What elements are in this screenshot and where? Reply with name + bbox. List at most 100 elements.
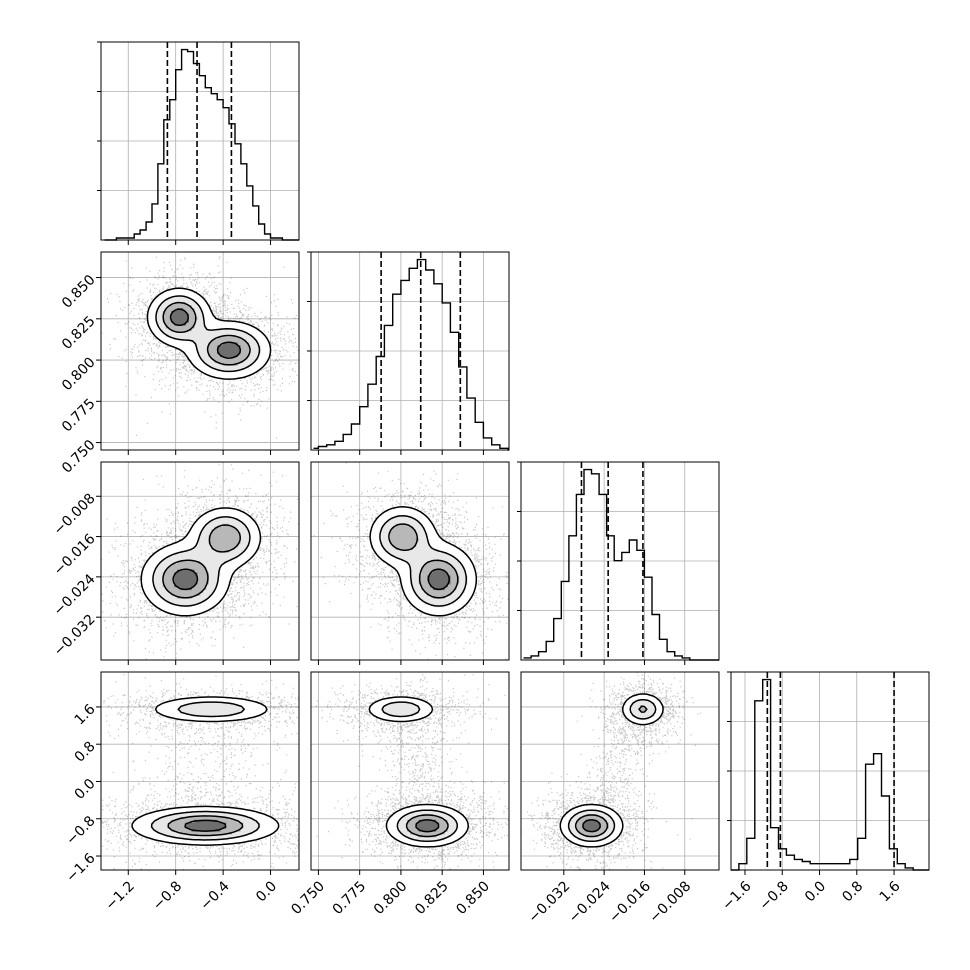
histogram-bars: [104, 48, 299, 241]
histogram-bars: [523, 468, 719, 661]
scatter-panel-3-2: [520, 671, 720, 871]
density-fill-3: [415, 819, 440, 832]
histogram-panel-2: [517, 461, 720, 661]
y-tick-label: 0.750: [59, 437, 99, 477]
density-fill-2: [168, 816, 244, 835]
density-fill-2: [162, 302, 250, 366]
x-tick-label: 0.8: [839, 878, 866, 905]
y-tick-label: −0.024: [51, 571, 99, 619]
density-fill-1: [381, 702, 457, 841]
x-tick-label: −0.008: [646, 878, 694, 926]
scatter-panel-3-0: [100, 671, 300, 871]
contour-line-3: [582, 819, 601, 833]
contour-line-0: [146, 287, 272, 380]
scatter-panel-2-0: [100, 461, 300, 661]
contour-line-2: [162, 301, 251, 366]
contour-line-2: [388, 523, 459, 599]
x-tick-label: 0.825: [412, 878, 452, 918]
histogram-panel-3: [727, 671, 930, 871]
histogram-bars: [731, 678, 929, 871]
panel-frame: [100, 461, 300, 661]
density-fill-2: [162, 523, 241, 599]
contour-line-3: [169, 308, 242, 359]
density-fill-2: [389, 523, 460, 599]
x-tick-label: 0.850: [453, 878, 493, 918]
scatter-panel-2-1: [310, 461, 510, 661]
contour-line-0: [140, 507, 262, 617]
x-tick-label: −0.032: [525, 878, 573, 926]
contour-line-3: [172, 568, 199, 591]
x-tick-label: −0.8: [150, 878, 185, 913]
x-tick-label: 0.0: [253, 878, 280, 905]
density-fill-1: [156, 296, 261, 372]
x-tick-label: −1.2: [103, 878, 138, 913]
panel-content: [311, 462, 509, 660]
x-tick-label: −1.6: [719, 878, 754, 913]
panel-content: [101, 672, 299, 870]
density-fill-3: [171, 307, 241, 358]
contour-line-3: [427, 568, 450, 591]
y-tick-label: 1.6: [72, 701, 99, 728]
x-tick-label: 1.6: [877, 878, 904, 905]
contour-line-1: [152, 516, 251, 607]
contour-line-3: [184, 819, 227, 832]
y-tick-label: 0.775: [59, 396, 99, 436]
contour-line-0: [369, 506, 478, 617]
y-tick-label: −0.016: [51, 531, 99, 579]
density-fill-3: [174, 569, 198, 591]
x-tick-label: 0.800: [371, 878, 411, 918]
x-tick-label: 0.0: [802, 878, 829, 905]
x-tick-label: −0.8: [757, 878, 792, 913]
panel-content: [101, 252, 299, 450]
x-tick-label: −0.024: [566, 878, 614, 926]
y-tick-label: 0.850: [59, 272, 99, 312]
panel-frame: [310, 671, 510, 871]
contour-line-1: [381, 701, 458, 843]
y-tick-label: −0.8: [63, 813, 98, 848]
contour-line-1: [379, 515, 468, 607]
density-fill-3: [185, 819, 227, 832]
density-fill-1: [151, 702, 261, 841]
panel-frame: [520, 671, 720, 871]
contour-line-2: [405, 814, 449, 838]
x-tick-label: 0.775: [330, 878, 370, 918]
scatter-panel-1-0: [100, 251, 300, 451]
density-fill-0: [559, 693, 664, 847]
contour-line-0: [131, 696, 280, 846]
y-tick-label: −0.008: [51, 491, 99, 539]
density-fill-3: [427, 569, 451, 591]
y-tick-label: 0.800: [59, 354, 99, 394]
density-fill-3: [582, 819, 601, 832]
x-tick-label: 0.750: [288, 878, 328, 918]
x-tick-label: −0.4: [197, 878, 232, 913]
panel-content: [311, 672, 509, 870]
scatter-panel-3-1: [310, 671, 510, 871]
contour-line-0: [559, 693, 664, 848]
contour-line-1: [150, 701, 260, 841]
contour-line-1: [155, 295, 261, 373]
contour-line-0: [368, 696, 469, 848]
panel-content: [521, 672, 719, 870]
panel-frame: [100, 251, 300, 451]
x-tick-label: −0.016: [606, 878, 654, 926]
y-tick-label: 0.0: [72, 776, 99, 803]
contour-line-3: [415, 819, 440, 833]
contour-line-2: [162, 524, 241, 599]
y-tick-label: 0.825: [59, 313, 99, 353]
y-tick-label: −1.6: [63, 850, 98, 885]
density-fill-1: [154, 517, 250, 608]
panel-frame: [100, 671, 300, 871]
panel-frame: [310, 461, 510, 661]
histogram-panel-0: [97, 41, 300, 241]
histogram-panel-1: [307, 251, 510, 451]
panel-content: [101, 462, 299, 660]
contour-line-2: [574, 705, 648, 838]
density-fill-1: [381, 515, 468, 608]
density-fill-0: [369, 696, 468, 847]
scatter-points: [521, 672, 702, 870]
contour-line-1: [567, 698, 657, 843]
density-fill-2: [407, 814, 448, 838]
contour-line-2: [167, 815, 244, 837]
y-tick-label: −0.032: [51, 612, 99, 660]
